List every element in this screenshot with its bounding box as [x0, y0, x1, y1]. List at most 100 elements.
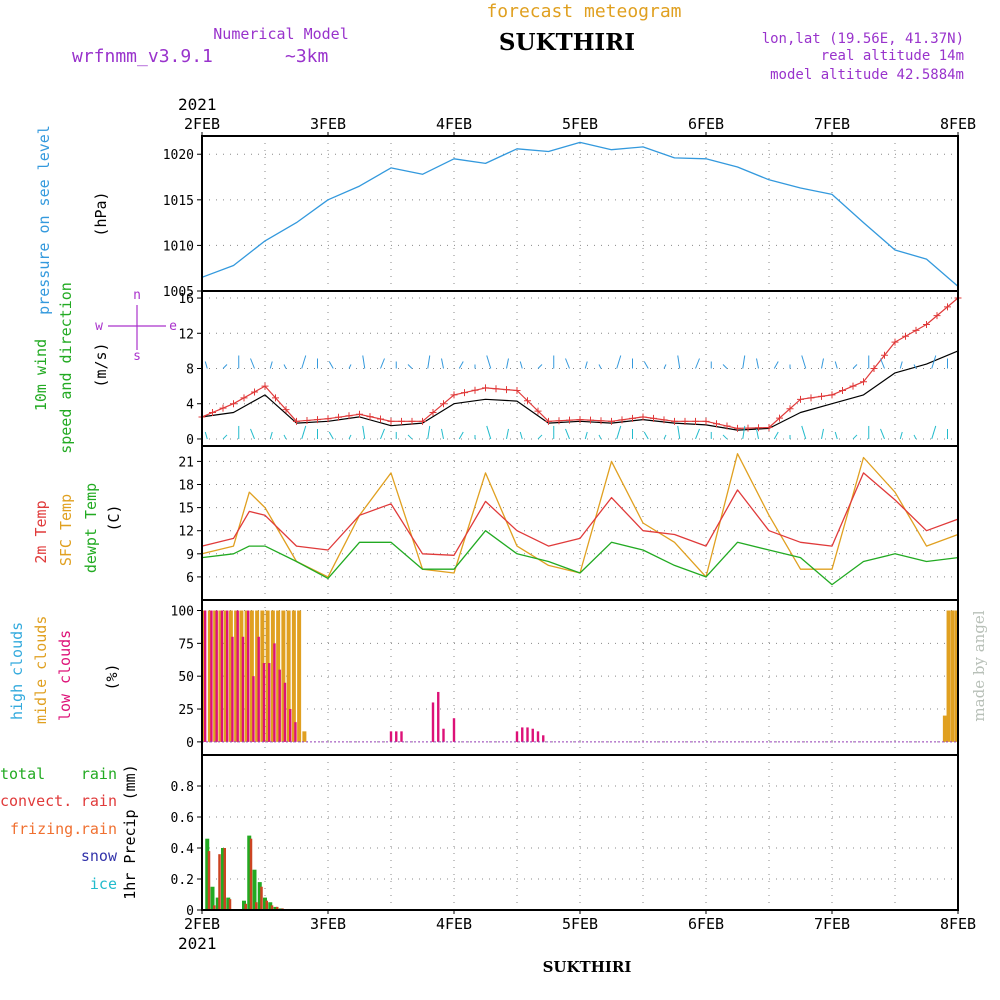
convect-rain-bar — [270, 905, 274, 910]
wind-arrow — [486, 355, 492, 369]
wind-arrow — [328, 431, 334, 440]
bottom-date-axis: 2FEB 3FEB 4FEB 5FEB 6FEB 7FEB 8FEB — [184, 910, 976, 933]
year-top: 2021 — [178, 95, 217, 114]
convect-rain-label: rain — [81, 792, 117, 810]
footer-station: SUKTHIRI — [543, 958, 632, 976]
wind-label-2: speed and direction — [57, 282, 75, 454]
low-cloud-bar — [268, 663, 271, 742]
mid-cloud-bar — [946, 610, 951, 742]
wind-arrow — [204, 431, 208, 440]
mid-cloud-bar — [223, 610, 228, 742]
top-date-axis: 2FEB 3FEB 4FEB 5FEB 6FEB 7FEB 8FEB — [184, 115, 976, 136]
bottom-date-label: 2FEB — [184, 915, 220, 933]
wind-gust-marker — [219, 404, 227, 412]
bottom-date-label: 6FEB — [688, 915, 724, 933]
y-tick-label: 12 — [178, 327, 194, 342]
low-cloud-bar — [452, 718, 456, 742]
total-rain-bar — [210, 886, 215, 910]
wind-arrow — [695, 358, 700, 369]
watermark: made by angel — [970, 610, 988, 721]
wind-gust-marker — [230, 400, 237, 408]
wind-arrow — [677, 425, 681, 440]
temp-unit: (C) — [105, 504, 123, 531]
bottom-date-label: 3FEB — [310, 915, 346, 933]
wind-gust-marker — [597, 417, 605, 425]
wind-arrow — [380, 358, 385, 369]
total-rain-bar — [257, 882, 262, 910]
model-resolution: ~3km — [285, 46, 328, 67]
low-cloud-bar — [203, 610, 207, 742]
wind-gust-marker — [345, 412, 353, 420]
wind-gust-marker — [555, 417, 563, 425]
low-cloud-bar — [294, 722, 297, 742]
low-cloud-bar — [215, 610, 218, 742]
lonlat-label: lon,lat (19.56E, 41.37N) — [762, 31, 964, 47]
total-rain-bar — [252, 869, 257, 910]
convect-rain-bar — [213, 905, 216, 910]
low-cloud-bar — [257, 636, 260, 742]
wind-arrow — [348, 364, 352, 369]
y-tick-label: 1010 — [163, 239, 194, 254]
wind-gust-marker — [723, 422, 731, 430]
y-tick-label: 16 — [178, 292, 194, 307]
wind-arrow — [519, 361, 523, 369]
mid-cloud-bar — [270, 610, 275, 742]
top-date-label: 8FEB — [940, 115, 976, 133]
wind-gust-marker — [524, 397, 531, 405]
wind-gust-marker — [482, 384, 489, 392]
mid-cloud-bar — [239, 610, 244, 742]
wind-arrow — [362, 425, 366, 440]
model-altitude-label: model altitude 42.5884m — [770, 67, 964, 83]
wind-gust-marker — [849, 382, 857, 390]
mid-cloud-bar — [228, 610, 233, 742]
total-rain-bar — [215, 897, 220, 910]
y-tick-label: 0 — [186, 904, 194, 919]
wind-gust-marker — [240, 394, 248, 402]
total-label: total — [0, 765, 45, 783]
year-bottom: 2021 — [178, 934, 217, 953]
wind-arrow — [584, 431, 588, 440]
wind-arrow — [222, 434, 228, 440]
wind-arrow — [565, 358, 570, 369]
low-cloud-bar — [283, 682, 287, 742]
low-cloud-bar — [231, 636, 234, 742]
wind-gust-marker — [881, 351, 888, 359]
wind-gust-marker — [786, 405, 794, 413]
y-tick-label: 0.2 — [171, 873, 194, 888]
y-tick-label: 21 — [178, 455, 194, 470]
high-clouds-label: high — [8, 684, 26, 720]
low-cloud-bar — [289, 709, 292, 742]
wind-arrow — [380, 428, 385, 440]
wind-gust-marker — [860, 378, 867, 386]
wind-arrow — [913, 434, 917, 440]
wind-arrow — [899, 431, 903, 440]
wind-gust-marker — [692, 417, 699, 425]
snow-label: snow — [81, 847, 118, 865]
real-altitude-label: real altitude 14m — [821, 48, 964, 64]
total-rain-bar — [221, 848, 225, 910]
low-cloud-bar — [236, 610, 239, 742]
convect-rain-bar — [218, 854, 221, 910]
wind-arrow — [821, 428, 824, 440]
wind-arrow — [616, 355, 622, 369]
convect-rain-bar — [249, 838, 253, 910]
dew-label: dewpt Temp — [82, 483, 100, 573]
wind-arrow — [899, 361, 903, 369]
wind-gust-marker — [450, 391, 458, 399]
wind-arrow — [880, 358, 885, 369]
wind-arrow — [722, 434, 728, 440]
wind-gust-marker — [776, 414, 783, 422]
mid-cloud-bar — [954, 610, 959, 742]
wind-arrow — [441, 358, 444, 369]
wind-arrow — [506, 428, 509, 440]
y-tick-label: 0 — [186, 736, 194, 751]
low-cloud-bar — [389, 731, 393, 742]
sfc-label: SFC Temp — [57, 494, 75, 566]
low-cloud-bar — [515, 731, 519, 742]
wind-gust-marker — [324, 415, 332, 423]
wind-arrow — [537, 434, 543, 440]
t2m-label: 2m Temp — [32, 500, 50, 563]
wind-arrow — [458, 361, 464, 369]
low-cloud-bar — [442, 728, 445, 742]
wind-arrow — [722, 364, 728, 369]
